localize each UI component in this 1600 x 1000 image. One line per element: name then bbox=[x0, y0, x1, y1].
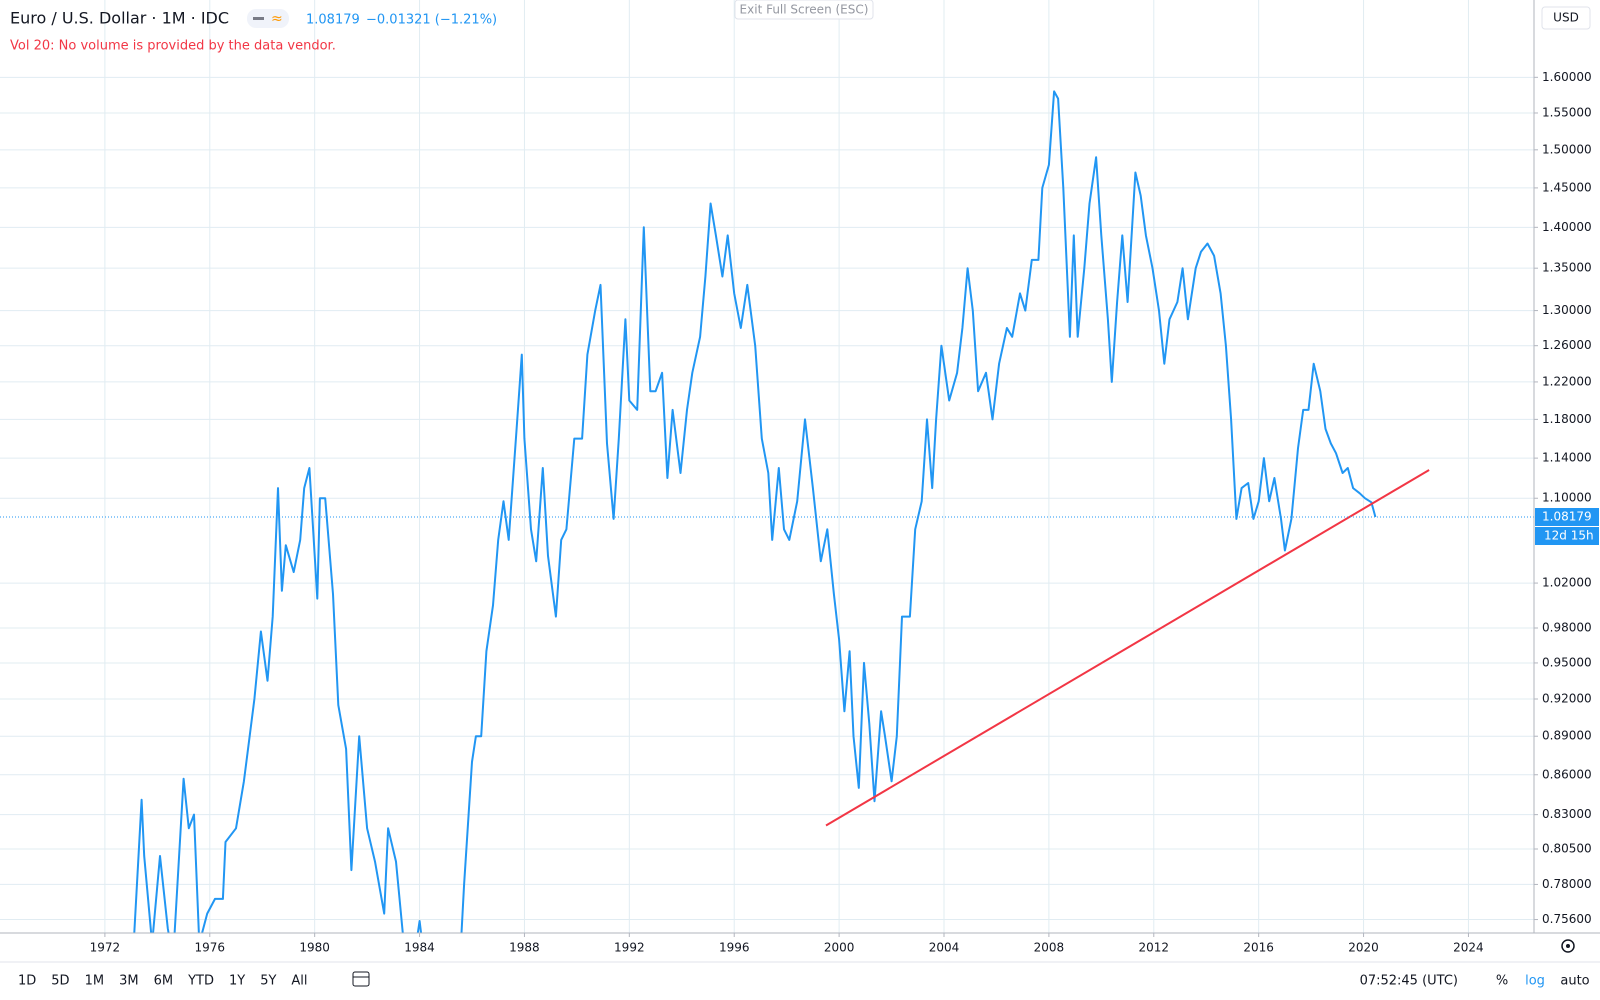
y-tick-label: 1.35000 bbox=[1542, 261, 1592, 275]
y-tick-label: 1.14000 bbox=[1542, 451, 1592, 465]
symbol-title: Euro / U.S. Dollar · 1M · IDC bbox=[10, 9, 229, 28]
y-tick-label: 0.95000 bbox=[1542, 655, 1592, 669]
last-price-label: 1.08179 bbox=[1542, 509, 1592, 523]
pill-icon: ≈ bbox=[271, 11, 283, 27]
plot bbox=[0, 90, 1534, 933]
y-tick-label: 0.92000 bbox=[1542, 691, 1592, 705]
currency-label: USD bbox=[1553, 11, 1579, 25]
y-tick-label: 0.78000 bbox=[1542, 877, 1592, 891]
axes: 1972 1976 1980 1984 1988 1992 1996 2000 2004 2008… bbox=[90, 70, 1599, 955]
y-tick-label: 0.86000 bbox=[1542, 767, 1592, 781]
y-tick-label: 1.55000 bbox=[1542, 105, 1592, 119]
x-tick-label: 1980 bbox=[299, 941, 330, 955]
auto-toggle[interactable]: auto bbox=[1560, 974, 1589, 989]
range-button[interactable]: 5D bbox=[51, 974, 69, 989]
y-tick-label: 1.40000 bbox=[1542, 220, 1592, 234]
trendline[interactable] bbox=[825, 469, 1430, 827]
price-line bbox=[133, 90, 1377, 933]
calendar-icon[interactable] bbox=[352, 971, 370, 987]
range-button[interactable]: 1Y bbox=[229, 974, 245, 989]
range-button[interactable]: 3M bbox=[119, 974, 139, 989]
x-tick-label: 2012 bbox=[1139, 941, 1170, 955]
y-tick-label: 1.18000 bbox=[1542, 412, 1592, 426]
grid bbox=[0, 0, 1534, 933]
y-tick-label: 0.83000 bbox=[1542, 807, 1592, 821]
x-tick-label: 1972 bbox=[90, 941, 121, 955]
pill-icon bbox=[253, 17, 264, 20]
x-tick-label: 1984 bbox=[404, 941, 435, 955]
x-tick-label: 2004 bbox=[929, 941, 960, 955]
last-price-box bbox=[1535, 507, 1599, 526]
countdown-label: 12d 15h bbox=[1544, 528, 1594, 542]
clock: 07:52:45 (UTC) bbox=[1360, 974, 1458, 989]
x-tick-label: 1976 bbox=[195, 941, 226, 955]
x-tick-label: 2024 bbox=[1453, 941, 1484, 955]
toolbar: 1D 5D 1M 3M 6M YTD 1Y 5Y All bbox=[18, 974, 308, 989]
x-tick-label: 1988 bbox=[509, 941, 540, 955]
countdown-box bbox=[1535, 526, 1599, 545]
volume-notice: Vol 20: No volume is provided by the dat… bbox=[10, 39, 336, 54]
x-tick-label: 2020 bbox=[1348, 941, 1379, 955]
exit-fullscreen-label: Exit Full Screen (ESC) bbox=[740, 3, 869, 17]
y-tick-label: 1.26000 bbox=[1542, 338, 1592, 352]
x-tick-label: 2008 bbox=[1034, 941, 1065, 955]
x-tick-label: 2000 bbox=[824, 941, 855, 955]
y-tick-label: 0.98000 bbox=[1542, 621, 1592, 635]
header-price: 1.08179 bbox=[306, 13, 360, 28]
y-tick-label: 1.45000 bbox=[1542, 180, 1592, 194]
header-change: −0.01321 (−1.21%) bbox=[366, 13, 497, 28]
range-button[interactable]: 1D bbox=[18, 974, 36, 989]
y-tick-label: 0.89000 bbox=[1542, 729, 1592, 743]
log-toggle[interactable]: log bbox=[1525, 974, 1545, 989]
y-tick-label: 0.80500 bbox=[1542, 841, 1592, 855]
settings-icon[interactable] bbox=[1561, 939, 1575, 953]
x-tick-label: 1996 bbox=[719, 941, 750, 955]
range-button[interactable]: 5Y bbox=[260, 974, 276, 989]
range-button[interactable]: 1M bbox=[85, 974, 105, 989]
range-button[interactable]: 6M bbox=[154, 974, 174, 989]
y-tick-label: 1.50000 bbox=[1542, 142, 1592, 156]
currency-button[interactable] bbox=[1541, 6, 1591, 30]
y-tick-label: 1.30000 bbox=[1542, 303, 1592, 317]
range-button[interactable]: YTD bbox=[187, 974, 214, 989]
percent-toggle[interactable]: % bbox=[1496, 974, 1508, 989]
y-tick-label: 1.60000 bbox=[1542, 70, 1592, 84]
x-tick-label: 1992 bbox=[614, 941, 645, 955]
range-button[interactable]: All bbox=[291, 974, 307, 989]
indicator-pill[interactable] bbox=[247, 9, 289, 28]
y-tick-label: 1.02000 bbox=[1542, 576, 1592, 590]
y-tick-label: 1.10000 bbox=[1542, 491, 1592, 505]
y-tick-label: 0.75600 bbox=[1542, 912, 1592, 926]
x-tick-label: 2016 bbox=[1243, 941, 1274, 955]
y-tick-label: 1.22000 bbox=[1542, 374, 1592, 388]
exit-fullscreen[interactable] bbox=[734, 0, 874, 20]
